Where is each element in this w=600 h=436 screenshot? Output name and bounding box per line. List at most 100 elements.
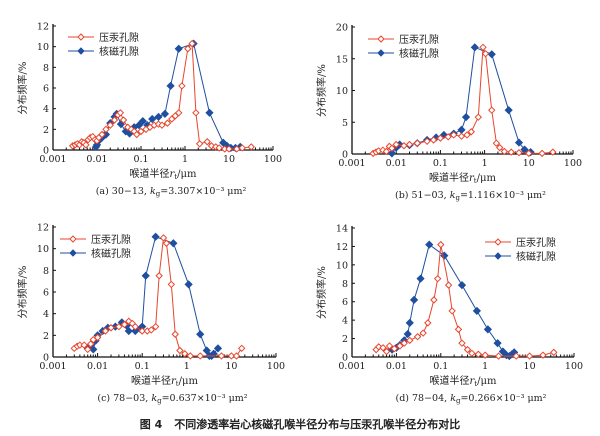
y-tick-label: 6 [342, 297, 348, 308]
data-point [110, 116, 119, 124]
data-point [457, 132, 466, 140]
data-point [457, 281, 467, 290]
data-point [141, 271, 150, 280]
caption-k-sub: g [156, 190, 161, 198]
caption-prefix: (d) 78−04, [396, 393, 451, 404]
data-point [379, 344, 387, 352]
data-point [181, 350, 189, 358]
data-point [472, 306, 482, 316]
data-point [101, 327, 110, 335]
x-label-main: 喉道半径 [131, 374, 171, 387]
x-axis-label: 喉道半径rt/μm [130, 167, 197, 181]
data-point [382, 147, 391, 156]
figure-caption-label: 图 4 [140, 418, 163, 431]
x-label-var: r [170, 169, 176, 180]
x-tick-label: 0.01 [386, 158, 407, 169]
legend-marker [77, 33, 85, 41]
panel-caption: (c) 78−03, kg=0.637×10⁻³ μm² [97, 393, 247, 405]
panel-caption: (b) 51−03, kg=1.116×10⁻³ μm² [395, 190, 546, 202]
data-point [461, 113, 471, 122]
chart-panel-d: 0 2 4 6 8 10 12 14 0.001 0.01 0.1 1 10 100 分布频率/% 喉道半径r… [315, 224, 583, 406]
data-point [496, 143, 504, 152]
y-tick-label: 10 [336, 260, 348, 271]
data-point [454, 325, 463, 334]
y-tick-label: 8 [342, 279, 348, 290]
x-axis-label: 喉道半径rt/μm [429, 171, 496, 185]
caption-prefix: (a) 30−13, [96, 186, 150, 197]
data-point [468, 349, 476, 358]
x-label-main: 喉道半径 [429, 171, 469, 184]
x-label-unit: /μm [477, 173, 497, 184]
data-point [196, 352, 204, 360]
x-tick-label: 1 [184, 361, 190, 372]
data-point [215, 144, 223, 152]
x-label-sub: t [474, 380, 477, 388]
data-point [525, 149, 533, 158]
y-tick-label: 4 [342, 316, 348, 327]
y-tick-label: 15 [336, 54, 348, 65]
chart-panel-a: 0 2 4 6 8 10 12 0.001 0.01 0.1 1 10 100 分布频率/% 喉道半径rt/… [16, 22, 282, 199]
data-point [448, 307, 456, 315]
data-point [392, 140, 400, 149]
x-tick-label: 10 [223, 154, 235, 165]
x-label-sub: t [174, 173, 177, 181]
x-tick-label: 10 [523, 158, 535, 169]
x-tick-label: 0.001 [338, 158, 365, 169]
data-point [205, 108, 214, 117]
data-point [419, 329, 427, 337]
data-point [467, 128, 476, 136]
data-point [151, 322, 160, 331]
data-point [80, 341, 88, 349]
x-label-unit: /μm [177, 169, 197, 180]
y-tick-label: 6 [43, 288, 49, 299]
data-point [504, 106, 513, 115]
data-point [457, 125, 466, 134]
figure-caption-text: 不同渗透率岩心核磁孔喉半径分布与压汞孔喉半径分布对比 [174, 417, 460, 431]
data-point [232, 352, 241, 360]
series-mercury [372, 240, 558, 360]
legend-label: 压汞孔隙 [91, 233, 131, 246]
caption-prefix: (b) 51−03, [395, 190, 450, 201]
data-point [148, 114, 157, 124]
series-mercury [68, 39, 255, 153]
y-tick-label: 6 [43, 84, 49, 95]
data-point [405, 140, 414, 149]
data-point [162, 239, 171, 247]
data-point [481, 49, 490, 58]
data-point [247, 143, 255, 151]
y-tick-label: 10 [336, 86, 348, 97]
data-point [93, 333, 102, 342]
y-tick-label: 12 [37, 22, 49, 33]
x-tick-label: 100 [267, 361, 285, 372]
legend-label: 压汞孔隙 [399, 33, 439, 46]
data-point [213, 344, 223, 353]
data-point [102, 125, 110, 134]
y-axis-label: 分布频率/% [315, 64, 328, 117]
data-point [166, 81, 175, 91]
figure-caption: 图 4 不同渗透率岩心核磁孔喉半径分布与压汞孔喉半径分布对比 [140, 417, 460, 431]
y-tick-label: 20 [336, 23, 348, 34]
x-label-sub: t [474, 177, 477, 185]
data-point [160, 109, 170, 118]
y-axis-label: 分布频率/% [315, 266, 328, 319]
x-axis-label: 喉道半径rt/μm [131, 374, 198, 388]
data-point [405, 318, 414, 328]
data-point [550, 348, 558, 357]
data-point [403, 329, 412, 339]
data-point [444, 133, 452, 141]
caption-k-sub: g [157, 397, 162, 405]
data-point [203, 138, 211, 146]
data-point [549, 148, 557, 156]
data-point [159, 234, 168, 242]
data-point [134, 121, 144, 130]
data-point [151, 232, 160, 241]
x-tick-label: 1 [182, 154, 188, 165]
caption-k: k [450, 190, 456, 201]
x-tick-label: 0.1 [135, 361, 150, 372]
data-point [176, 346, 184, 355]
x-tick-label: 0.1 [133, 154, 148, 165]
x-label-main: 喉道半径 [130, 167, 170, 180]
data-point [382, 347, 391, 356]
